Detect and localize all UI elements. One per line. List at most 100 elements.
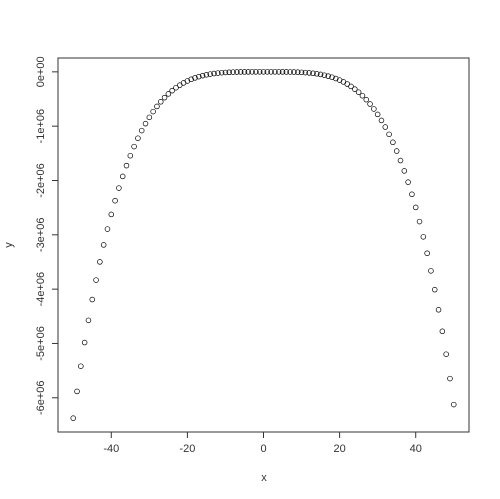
point — [390, 139, 396, 146]
point — [359, 92, 366, 99]
y-tick-label: -4e+06 — [35, 272, 47, 307]
x-tick-label: -40 — [103, 443, 119, 455]
plot-box — [57, 57, 470, 433]
point — [363, 96, 370, 103]
point — [393, 148, 400, 154]
point — [348, 83, 354, 90]
point — [89, 296, 95, 303]
point — [378, 117, 385, 124]
point — [386, 131, 392, 138]
y-axis-label: y — [3, 242, 15, 248]
point — [249, 69, 255, 75]
point — [218, 69, 225, 76]
point — [158, 99, 164, 105]
point — [70, 415, 76, 421]
point — [443, 351, 449, 357]
point — [237, 69, 244, 75]
y-tick-label: -3e+06 — [35, 218, 47, 253]
point — [211, 70, 217, 77]
point — [253, 69, 259, 75]
point — [317, 71, 324, 78]
y-tick-label: 0e+00 — [35, 56, 47, 87]
point — [298, 69, 305, 76]
point — [412, 204, 419, 211]
point — [188, 76, 194, 83]
point — [382, 124, 389, 130]
point — [295, 69, 301, 75]
point — [135, 135, 141, 141]
point — [112, 197, 118, 204]
point — [325, 73, 331, 79]
point — [329, 74, 335, 80]
point — [165, 91, 172, 97]
point — [161, 94, 168, 101]
point — [222, 69, 229, 76]
point — [401, 168, 408, 174]
point — [203, 72, 210, 78]
point — [352, 86, 358, 92]
point — [196, 73, 202, 80]
point — [306, 70, 312, 76]
point — [302, 69, 309, 76]
point — [409, 191, 415, 198]
point — [138, 127, 145, 134]
point — [435, 307, 442, 313]
y-tick-label: -1e+06 — [35, 109, 47, 144]
y-tick-label: -5e+06 — [35, 326, 47, 361]
point — [367, 101, 373, 107]
y-tick-label: -2e+06 — [35, 163, 47, 198]
point — [116, 185, 122, 191]
point — [230, 69, 236, 75]
point — [447, 375, 453, 382]
point — [424, 250, 430, 256]
point — [245, 69, 252, 75]
point — [154, 103, 160, 110]
point — [355, 89, 362, 95]
point — [215, 70, 221, 76]
point — [432, 286, 438, 293]
point — [279, 69, 286, 75]
point — [123, 162, 130, 169]
point — [287, 69, 293, 75]
point — [416, 218, 423, 225]
point — [74, 388, 80, 395]
point — [405, 179, 411, 185]
point — [234, 69, 240, 75]
point — [127, 152, 134, 159]
point — [420, 234, 427, 240]
point — [310, 70, 316, 77]
point — [150, 108, 156, 115]
point — [97, 259, 103, 265]
point — [264, 69, 271, 75]
point — [85, 317, 92, 324]
point — [199, 72, 206, 79]
point — [314, 71, 320, 77]
point — [260, 69, 267, 75]
point — [344, 81, 350, 87]
point — [241, 69, 248, 75]
point — [192, 75, 198, 81]
point — [256, 69, 263, 75]
point — [81, 339, 88, 346]
point — [93, 277, 99, 283]
point — [169, 87, 175, 94]
point — [291, 69, 297, 75]
x-tick-label: -20 — [179, 443, 195, 455]
x-tick-label: 40 — [410, 443, 422, 455]
point — [374, 111, 381, 118]
point — [142, 120, 149, 127]
point — [146, 114, 153, 121]
x-axis-label: x — [261, 472, 267, 484]
point — [108, 211, 115, 218]
point — [268, 69, 274, 75]
point — [371, 106, 377, 112]
point — [100, 242, 107, 248]
point — [397, 157, 404, 164]
point — [226, 69, 233, 75]
point — [439, 328, 446, 335]
point — [131, 143, 137, 150]
y-tick-label: -6e+06 — [35, 380, 47, 415]
point — [173, 84, 179, 91]
point — [428, 268, 434, 274]
